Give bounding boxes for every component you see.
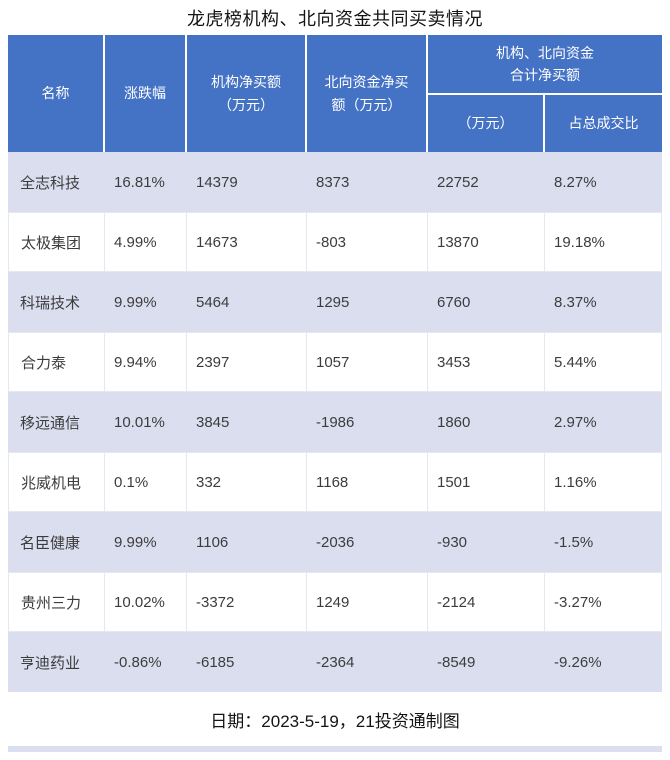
cell-name: 名臣健康: [8, 512, 105, 572]
cell-turnover-ratio: 19.18%: [545, 213, 662, 271]
cell-change: 9.99%: [105, 272, 187, 332]
cell-turnover-ratio: 8.37%: [545, 272, 662, 332]
cell-name: 亨迪药业: [8, 632, 105, 692]
bottom-accent-bar: [8, 746, 662, 752]
stock-table: 名称 涨跌幅 机构净买额 （万元） 北向资金净买 额（万元） 机构、北向资金 合…: [8, 35, 662, 752]
table-row: 贵州三力 10.02% -3372 1249 -2124 -3.27%: [8, 572, 662, 632]
cell-change: 9.94%: [105, 333, 187, 391]
cell-institution-net: 14379: [187, 152, 307, 212]
table-row: 太极集团 4.99% 14673 -803 13870 19.18%: [8, 212, 662, 272]
table-row: 名臣健康 9.99% 1106 -2036 -930 -1.5%: [8, 512, 662, 572]
table-row: 亨迪药业 -0.86% -6185 -2364 -8549 -9.26%: [8, 632, 662, 692]
cell-change: 0.1%: [105, 453, 187, 511]
cell-turnover-ratio: 2.97%: [545, 392, 662, 452]
cell-turnover-ratio: -9.26%: [545, 632, 662, 692]
cell-change: 10.02%: [105, 573, 187, 631]
cell-total-net: 3453: [428, 333, 545, 391]
cell-name: 兆威机电: [8, 453, 105, 511]
header-combined-subrow: （万元） 占总成交比: [428, 95, 662, 152]
cell-northbound-net: 1249: [307, 573, 428, 631]
header-combined-group: 机构、北向资金 合计净买额 （万元） 占总成交比: [428, 35, 662, 152]
cell-turnover-ratio: 5.44%: [545, 333, 662, 391]
header-northbound-net: 北向资金净买 额（万元）: [307, 35, 428, 152]
cell-total-net: 13870: [428, 213, 545, 271]
table-row: 兆威机电 0.1% 332 1168 1501 1.16%: [8, 452, 662, 512]
page-title: 龙虎榜机构、北向资金共同买卖情况: [187, 8, 483, 29]
header-change: 涨跌幅: [105, 35, 187, 152]
cell-northbound-net: 1057: [307, 333, 428, 391]
cell-turnover-ratio: -1.5%: [545, 512, 662, 572]
cell-name: 科瑞技术: [8, 272, 105, 332]
header-combined-amount: （万元）: [428, 95, 545, 152]
cell-change: 10.01%: [105, 392, 187, 452]
header-combined-ratio: 占总成交比: [545, 95, 662, 152]
cell-turnover-ratio: 1.16%: [545, 453, 662, 511]
table-row: 科瑞技术 9.99% 5464 1295 6760 8.37%: [8, 272, 662, 332]
cell-institution-net: 2397: [187, 333, 307, 391]
cell-name: 移远通信: [8, 392, 105, 452]
cell-northbound-net: -2036: [307, 512, 428, 572]
cell-northbound-net: 1168: [307, 453, 428, 511]
cell-northbound-net: 8373: [307, 152, 428, 212]
cell-change: -0.86%: [105, 632, 187, 692]
cell-northbound-net: -803: [307, 213, 428, 271]
cell-name: 太极集团: [8, 213, 105, 271]
cell-total-net: 1860: [428, 392, 545, 452]
cell-turnover-ratio: 8.27%: [545, 152, 662, 212]
cell-institution-net: -3372: [187, 573, 307, 631]
cell-institution-net: 5464: [187, 272, 307, 332]
cell-institution-net: 1106: [187, 512, 307, 572]
cell-turnover-ratio: -3.27%: [545, 573, 662, 631]
cell-name: 贵州三力: [8, 573, 105, 631]
cell-change: 16.81%: [105, 152, 187, 212]
cell-total-net: -930: [428, 512, 545, 572]
header-combined-net: 机构、北向资金 合计净买额: [428, 35, 662, 95]
table-row: 移远通信 10.01% 3845 -1986 1860 2.97%: [8, 392, 662, 452]
header-institution-net: 机构净买额 （万元）: [187, 35, 307, 152]
cell-institution-net: -6185: [187, 632, 307, 692]
cell-total-net: -8549: [428, 632, 545, 692]
cell-northbound-net: 1295: [307, 272, 428, 332]
table-row: 合力泰 9.94% 2397 1057 3453 5.44%: [8, 332, 662, 392]
cell-change: 4.99%: [105, 213, 187, 271]
table-row: 全志科技 16.81% 14379 8373 22752 8.27%: [8, 152, 662, 212]
cell-name: 合力泰: [8, 333, 105, 391]
table-footer-note: 日期：2023-5-19，21投资通制图: [8, 692, 662, 746]
cell-northbound-net: -1986: [307, 392, 428, 452]
header-name: 名称: [8, 35, 105, 152]
table-header: 名称 涨跌幅 机构净买额 （万元） 北向资金净买 额（万元） 机构、北向资金 合…: [8, 35, 662, 152]
cell-total-net: -2124: [428, 573, 545, 631]
cell-total-net: 22752: [428, 152, 545, 212]
cell-change: 9.99%: [105, 512, 187, 572]
cell-institution-net: 332: [187, 453, 307, 511]
cell-northbound-net: -2364: [307, 632, 428, 692]
cell-name: 全志科技: [8, 152, 105, 212]
cell-institution-net: 14673: [187, 213, 307, 271]
cell-institution-net: 3845: [187, 392, 307, 452]
cell-total-net: 6760: [428, 272, 545, 332]
cell-total-net: 1501: [428, 453, 545, 511]
